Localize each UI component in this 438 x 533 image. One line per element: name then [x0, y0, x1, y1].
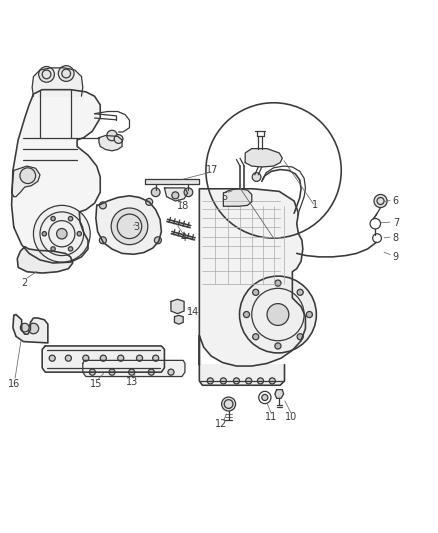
- Circle shape: [269, 378, 276, 384]
- Circle shape: [99, 202, 106, 209]
- Polygon shape: [17, 247, 73, 273]
- Text: 16: 16: [8, 378, 20, 389]
- Circle shape: [240, 276, 316, 353]
- Circle shape: [28, 323, 39, 334]
- Text: 4: 4: [180, 233, 186, 243]
- Circle shape: [207, 378, 213, 384]
- Circle shape: [109, 369, 115, 375]
- Polygon shape: [174, 316, 183, 324]
- Polygon shape: [42, 346, 164, 372]
- Polygon shape: [32, 68, 83, 96]
- Text: 3: 3: [133, 222, 139, 232]
- Circle shape: [258, 378, 264, 384]
- Circle shape: [39, 67, 54, 82]
- Circle shape: [99, 237, 106, 244]
- Circle shape: [20, 168, 35, 183]
- Text: 5: 5: [221, 192, 227, 201]
- Circle shape: [129, 369, 135, 375]
- Circle shape: [42, 231, 46, 236]
- Circle shape: [374, 195, 387, 207]
- Circle shape: [20, 323, 29, 332]
- Circle shape: [184, 188, 193, 197]
- Circle shape: [246, 378, 252, 384]
- Polygon shape: [83, 360, 185, 376]
- Circle shape: [57, 229, 67, 239]
- Circle shape: [68, 216, 73, 221]
- Circle shape: [172, 192, 179, 199]
- Text: 12: 12: [215, 419, 227, 429]
- Circle shape: [297, 334, 303, 340]
- Circle shape: [168, 369, 174, 375]
- Circle shape: [297, 289, 303, 295]
- Text: 18: 18: [177, 201, 189, 211]
- Circle shape: [118, 355, 124, 361]
- Circle shape: [252, 173, 261, 181]
- Text: 9: 9: [393, 252, 399, 262]
- Circle shape: [152, 355, 159, 361]
- Text: 14: 14: [187, 308, 199, 317]
- Polygon shape: [171, 299, 184, 313]
- Text: 17: 17: [206, 165, 219, 175]
- Circle shape: [233, 378, 240, 384]
- Polygon shape: [164, 188, 187, 201]
- Circle shape: [51, 247, 55, 251]
- Polygon shape: [223, 189, 252, 206]
- Polygon shape: [12, 166, 40, 197]
- Circle shape: [146, 198, 152, 205]
- Circle shape: [114, 135, 123, 143]
- Circle shape: [306, 311, 312, 318]
- Circle shape: [100, 355, 106, 361]
- Circle shape: [33, 205, 90, 262]
- Text: 6: 6: [393, 196, 399, 206]
- Circle shape: [253, 334, 259, 340]
- Circle shape: [275, 280, 281, 286]
- Circle shape: [111, 208, 148, 245]
- Circle shape: [275, 343, 281, 349]
- Text: 1: 1: [312, 200, 318, 211]
- Text: 11: 11: [265, 412, 278, 422]
- Text: 13: 13: [126, 377, 138, 387]
- Circle shape: [222, 397, 236, 411]
- Text: 2: 2: [21, 278, 28, 288]
- Circle shape: [51, 216, 55, 221]
- Text: 7: 7: [393, 218, 399, 228]
- Circle shape: [89, 369, 95, 375]
- Circle shape: [267, 304, 289, 326]
- Circle shape: [253, 289, 259, 295]
- Polygon shape: [199, 365, 285, 385]
- Polygon shape: [245, 149, 283, 167]
- Polygon shape: [199, 189, 305, 366]
- Text: 8: 8: [393, 233, 399, 243]
- Circle shape: [83, 355, 89, 361]
- Polygon shape: [145, 179, 199, 183]
- Polygon shape: [12, 90, 100, 263]
- Circle shape: [154, 237, 161, 244]
- Text: 10: 10: [285, 412, 297, 422]
- Circle shape: [58, 66, 74, 82]
- Circle shape: [244, 311, 250, 318]
- Polygon shape: [99, 135, 122, 151]
- Circle shape: [65, 355, 71, 361]
- Circle shape: [137, 355, 143, 361]
- Circle shape: [77, 231, 81, 236]
- Circle shape: [262, 394, 268, 400]
- Circle shape: [151, 188, 160, 197]
- Polygon shape: [275, 390, 284, 398]
- Circle shape: [148, 369, 154, 375]
- Circle shape: [49, 355, 55, 361]
- Polygon shape: [96, 196, 161, 254]
- Circle shape: [107, 130, 117, 141]
- Circle shape: [68, 247, 73, 251]
- Text: 15: 15: [90, 378, 102, 389]
- Circle shape: [220, 378, 226, 384]
- Polygon shape: [13, 314, 48, 343]
